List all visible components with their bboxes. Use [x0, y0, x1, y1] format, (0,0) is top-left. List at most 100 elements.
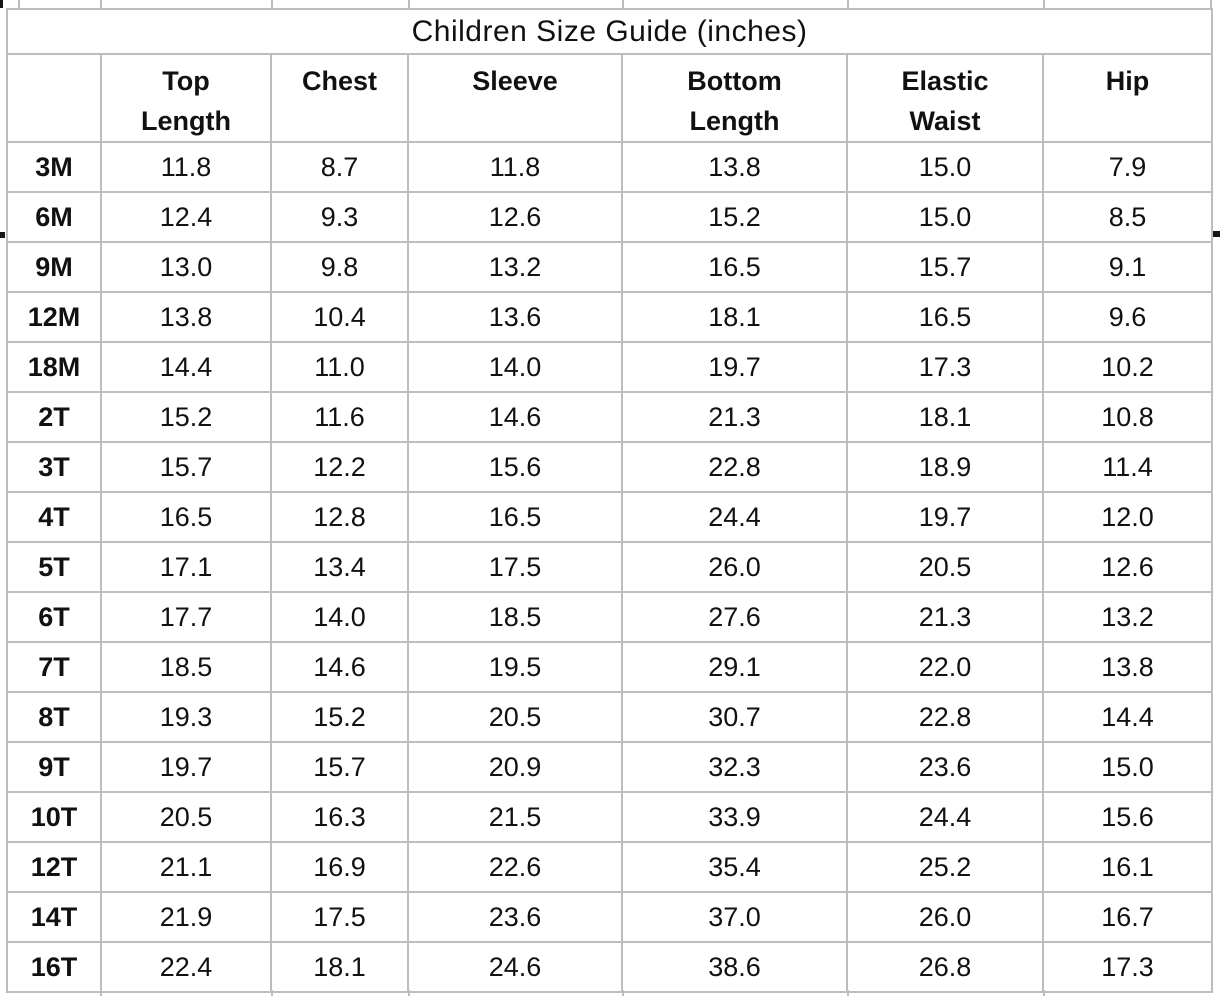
value-cell[interactable]: 15.7: [100, 441, 272, 493]
value-cell[interactable]: 14.6: [407, 391, 623, 443]
header-cell-chest[interactable]: Chest: [270, 53, 409, 143]
value-cell[interactable]: 23.6: [407, 891, 623, 943]
row-size-label[interactable]: 9M: [6, 241, 102, 293]
value-cell[interactable]: 15.0: [846, 191, 1044, 243]
row-size-label[interactable]: 7T: [6, 641, 102, 693]
value-cell[interactable]: 14.4: [100, 341, 272, 393]
row-size-label[interactable]: 12M: [6, 291, 102, 343]
value-cell[interactable]: 29.1: [621, 641, 848, 693]
value-cell[interactable]: 30.7: [621, 691, 848, 743]
value-cell[interactable]: 21.5: [407, 791, 623, 843]
value-cell[interactable]: 13.6: [407, 291, 623, 343]
value-cell[interactable]: 16.5: [100, 491, 272, 543]
value-cell[interactable]: 16.3: [270, 791, 409, 843]
value-cell[interactable]: 15.7: [846, 241, 1044, 293]
value-cell[interactable]: 8.7: [270, 141, 409, 193]
row-size-label[interactable]: 18M: [6, 341, 102, 393]
value-cell[interactable]: 19.5: [407, 641, 623, 693]
value-cell[interactable]: 10.2: [1041, 341, 1214, 393]
value-cell[interactable]: 22.0: [846, 641, 1044, 693]
row-size-label[interactable]: 14T: [6, 891, 102, 943]
value-cell[interactable]: 25.2: [846, 841, 1044, 893]
value-cell[interactable]: 15.0: [1041, 741, 1214, 793]
value-cell[interactable]: 17.3: [846, 341, 1044, 393]
value-cell[interactable]: 22.8: [846, 691, 1044, 743]
value-cell[interactable]: 20.5: [846, 541, 1044, 593]
value-cell[interactable]: 15.7: [270, 741, 409, 793]
value-cell[interactable]: 21.9: [100, 891, 272, 943]
value-cell[interactable]: 18.1: [621, 291, 848, 343]
row-size-label[interactable]: 5T: [6, 541, 102, 593]
value-cell[interactable]: 23.6: [846, 741, 1044, 793]
value-cell[interactable]: 15.2: [270, 691, 409, 743]
row-size-label[interactable]: 6T: [6, 591, 102, 643]
value-cell[interactable]: 19.7: [100, 741, 272, 793]
row-size-label[interactable]: 10T: [6, 791, 102, 843]
row-size-label[interactable]: 3M: [6, 141, 102, 193]
row-size-label[interactable]: 2T: [6, 391, 102, 443]
value-cell[interactable]: 14.6: [270, 641, 409, 693]
value-cell[interactable]: 14.0: [270, 591, 409, 643]
value-cell[interactable]: 10.4: [270, 291, 409, 343]
value-cell[interactable]: 17.1: [100, 541, 272, 593]
value-cell[interactable]: 17.5: [270, 891, 409, 943]
value-cell[interactable]: 16.5: [407, 491, 623, 543]
value-cell[interactable]: 26.0: [621, 541, 848, 593]
value-cell[interactable]: 12.2: [270, 441, 409, 493]
value-cell[interactable]: 17.3: [1041, 941, 1214, 993]
value-cell[interactable]: 13.8: [100, 291, 272, 343]
value-cell[interactable]: 20.9: [407, 741, 623, 793]
value-cell[interactable]: 13.2: [1041, 591, 1214, 643]
value-cell[interactable]: 18.5: [407, 591, 623, 643]
value-cell[interactable]: 16.1: [1041, 841, 1214, 893]
value-cell[interactable]: 24.4: [846, 791, 1044, 843]
value-cell[interactable]: 17.7: [100, 591, 272, 643]
row-size-label[interactable]: 16T: [6, 941, 102, 993]
value-cell[interactable]: 11.8: [407, 141, 623, 193]
value-cell[interactable]: 12.6: [1041, 541, 1214, 593]
value-cell[interactable]: 16.5: [621, 241, 848, 293]
value-cell[interactable]: 10.8: [1041, 391, 1214, 443]
value-cell[interactable]: 16.9: [270, 841, 409, 893]
value-cell[interactable]: 9.6: [1041, 291, 1214, 343]
value-cell[interactable]: 13.2: [407, 241, 623, 293]
row-size-label[interactable]: 12T: [6, 841, 102, 893]
value-cell[interactable]: 19.7: [621, 341, 848, 393]
value-cell[interactable]: 21.3: [846, 591, 1044, 643]
value-cell[interactable]: 13.0: [100, 241, 272, 293]
value-cell[interactable]: 24.6: [407, 941, 623, 993]
row-size-label[interactable]: 4T: [6, 491, 102, 543]
row-size-label[interactable]: 8T: [6, 691, 102, 743]
value-cell[interactable]: 12.0: [1041, 491, 1214, 543]
value-cell[interactable]: 15.2: [621, 191, 848, 243]
value-cell[interactable]: 11.0: [270, 341, 409, 393]
value-cell[interactable]: 19.3: [100, 691, 272, 743]
value-cell[interactable]: 33.9: [621, 791, 848, 843]
row-size-label[interactable]: 9T: [6, 741, 102, 793]
value-cell[interactable]: 22.8: [621, 441, 848, 493]
value-cell[interactable]: 18.5: [100, 641, 272, 693]
value-cell[interactable]: 12.6: [407, 191, 623, 243]
value-cell[interactable]: 13.4: [270, 541, 409, 593]
value-cell[interactable]: 18.9: [846, 441, 1044, 493]
value-cell[interactable]: 9.8: [270, 241, 409, 293]
row-size-label[interactable]: 3T: [6, 441, 102, 493]
value-cell[interactable]: 13.8: [621, 141, 848, 193]
value-cell[interactable]: 21.1: [100, 841, 272, 893]
value-cell[interactable]: 18.1: [270, 941, 409, 993]
value-cell[interactable]: 26.8: [846, 941, 1044, 993]
value-cell[interactable]: 18.1: [846, 391, 1044, 443]
value-cell[interactable]: 32.3: [621, 741, 848, 793]
value-cell[interactable]: 27.6: [621, 591, 848, 643]
value-cell[interactable]: 19.7: [846, 491, 1044, 543]
value-cell[interactable]: 11.6: [270, 391, 409, 443]
value-cell[interactable]: 26.0: [846, 891, 1044, 943]
header-cell-sleeve[interactable]: Sleeve: [407, 53, 623, 143]
value-cell[interactable]: 14.4: [1041, 691, 1214, 743]
value-cell[interactable]: 35.4: [621, 841, 848, 893]
header-cell-top-length[interactable]: Top Length: [100, 53, 272, 143]
value-cell[interactable]: 11.4: [1041, 441, 1214, 493]
row-size-label[interactable]: 6M: [6, 191, 102, 243]
value-cell[interactable]: 20.5: [407, 691, 623, 743]
value-cell[interactable]: 14.0: [407, 341, 623, 393]
